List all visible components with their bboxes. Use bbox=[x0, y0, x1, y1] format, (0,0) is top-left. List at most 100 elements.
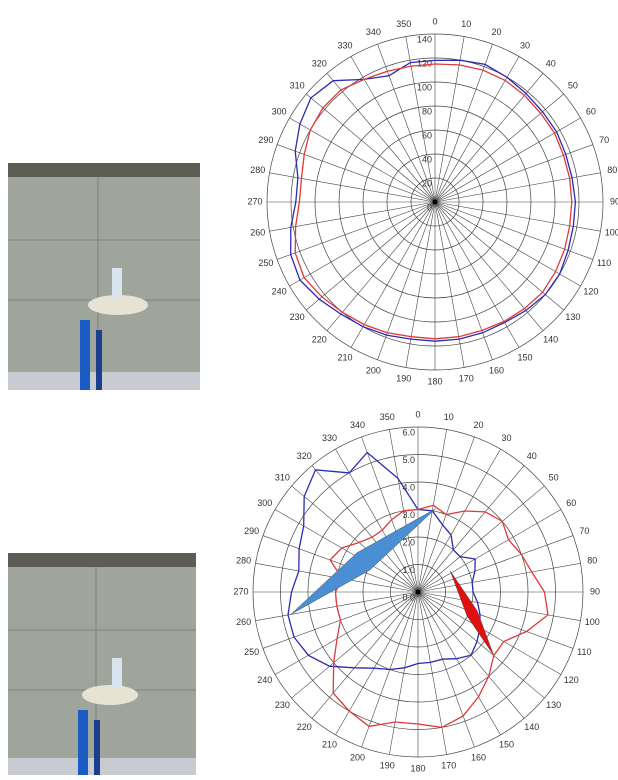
theta-label: 90 bbox=[590, 586, 600, 596]
r-tick-label: 5.0 bbox=[402, 455, 415, 465]
theta-label: 0 bbox=[432, 16, 437, 26]
theta-label: 300 bbox=[257, 498, 272, 508]
r-tick-label: 120 bbox=[417, 58, 432, 68]
theta-label: 180 bbox=[427, 376, 442, 386]
theta-label: 260 bbox=[250, 228, 265, 238]
spoke bbox=[418, 536, 573, 592]
theta-label: 230 bbox=[275, 700, 290, 710]
theta-label: 330 bbox=[322, 433, 337, 443]
theta-label: 240 bbox=[272, 286, 287, 296]
theta-label: 30 bbox=[501, 433, 511, 443]
spoke bbox=[435, 73, 543, 202]
theta-label: 120 bbox=[564, 675, 579, 685]
theta-label: 40 bbox=[527, 451, 537, 461]
theta-label: 260 bbox=[236, 617, 251, 627]
theta-label: 80 bbox=[607, 165, 617, 175]
theta-label: 310 bbox=[275, 473, 290, 483]
spoke bbox=[327, 73, 435, 202]
theta-label: 50 bbox=[549, 473, 559, 483]
series-line bbox=[288, 453, 480, 670]
theta-label: 20 bbox=[474, 420, 484, 430]
spoke bbox=[327, 202, 435, 331]
spoke bbox=[435, 94, 564, 202]
theta-label: 10 bbox=[461, 19, 471, 29]
theta-label: 320 bbox=[297, 451, 312, 461]
theta-label: 330 bbox=[337, 40, 352, 50]
theta-label: 120 bbox=[583, 286, 598, 296]
center-dot bbox=[433, 200, 438, 205]
spoke bbox=[435, 202, 564, 310]
theta-label: 160 bbox=[489, 366, 504, 376]
photo-top bbox=[8, 163, 200, 390]
theta-label: 60 bbox=[586, 106, 596, 116]
page: 0204060801001201400102030405060708090100… bbox=[0, 0, 618, 780]
spoke bbox=[418, 592, 573, 648]
theta-label: 10 bbox=[444, 412, 454, 422]
spoke bbox=[435, 44, 492, 202]
theta-label: 110 bbox=[577, 647, 591, 657]
spoke bbox=[435, 202, 492, 360]
theta-label: 20 bbox=[492, 27, 502, 37]
theta-label: 200 bbox=[350, 753, 365, 763]
theta-label: 180 bbox=[410, 763, 425, 773]
theta-label: 130 bbox=[546, 700, 561, 710]
theta-label: 350 bbox=[396, 19, 411, 29]
theta-label: 320 bbox=[312, 58, 327, 68]
theta-label: 210 bbox=[337, 352, 352, 362]
spoke bbox=[435, 145, 593, 202]
theta-label: 250 bbox=[258, 258, 273, 268]
theta-label: 340 bbox=[366, 27, 381, 37]
spoke bbox=[306, 94, 435, 202]
theta-label: 340 bbox=[350, 420, 365, 430]
photo-bottom bbox=[8, 553, 196, 775]
series-line bbox=[330, 505, 548, 727]
theta-label: 160 bbox=[471, 753, 486, 763]
theta-label: 70 bbox=[579, 526, 589, 536]
theta-label: 140 bbox=[524, 722, 539, 732]
theta-label: 50 bbox=[568, 81, 578, 91]
spoke bbox=[418, 592, 474, 747]
theta-label: 300 bbox=[272, 106, 287, 116]
center-dot bbox=[416, 590, 421, 595]
theta-label: 60 bbox=[566, 498, 576, 508]
theta-label: 110 bbox=[597, 258, 611, 268]
theta-label: 220 bbox=[312, 334, 327, 344]
theta-label: 70 bbox=[599, 135, 609, 145]
theta-label: 40 bbox=[546, 58, 556, 68]
theta-label: 270 bbox=[247, 196, 262, 206]
theta-label: 140 bbox=[543, 334, 558, 344]
theta-label: 290 bbox=[258, 135, 273, 145]
theta-label: 100 bbox=[605, 228, 618, 238]
spoke bbox=[435, 202, 543, 331]
theta-label: 130 bbox=[565, 312, 580, 322]
r-tick-label: 6.0 bbox=[402, 427, 415, 437]
spoke bbox=[306, 202, 435, 310]
theta-label: 100 bbox=[585, 617, 600, 627]
theta-label: 30 bbox=[520, 40, 530, 50]
theta-label: 240 bbox=[257, 675, 272, 685]
theta-label: 250 bbox=[244, 647, 259, 657]
theta-label: 80 bbox=[587, 556, 597, 566]
theta-label: 220 bbox=[297, 722, 312, 732]
theta-label: 280 bbox=[236, 556, 251, 566]
theta-label: 200 bbox=[366, 366, 381, 376]
theta-label: 0 bbox=[415, 409, 420, 419]
theta-label: 310 bbox=[290, 81, 305, 91]
theta-label: 170 bbox=[459, 374, 474, 384]
theta-label: 90 bbox=[610, 196, 618, 206]
r-tick-label: 100 bbox=[417, 82, 432, 92]
r-tick-label: 80 bbox=[422, 106, 432, 116]
theta-label: 190 bbox=[380, 761, 395, 771]
theta-label: 150 bbox=[517, 352, 532, 362]
spoke bbox=[277, 202, 435, 259]
theta-label: 280 bbox=[250, 165, 265, 175]
theta-label: 270 bbox=[233, 586, 248, 596]
theta-label: 190 bbox=[396, 374, 411, 384]
figure: 0204060801001201400102030405060708090100… bbox=[0, 0, 618, 775]
theta-label: 230 bbox=[290, 312, 305, 322]
theta-label: 210 bbox=[322, 740, 337, 750]
theta-label: 150 bbox=[499, 740, 514, 750]
theta-label: 290 bbox=[244, 526, 259, 536]
r-tick-label: 140 bbox=[417, 34, 432, 44]
theta-label: 170 bbox=[441, 761, 456, 771]
